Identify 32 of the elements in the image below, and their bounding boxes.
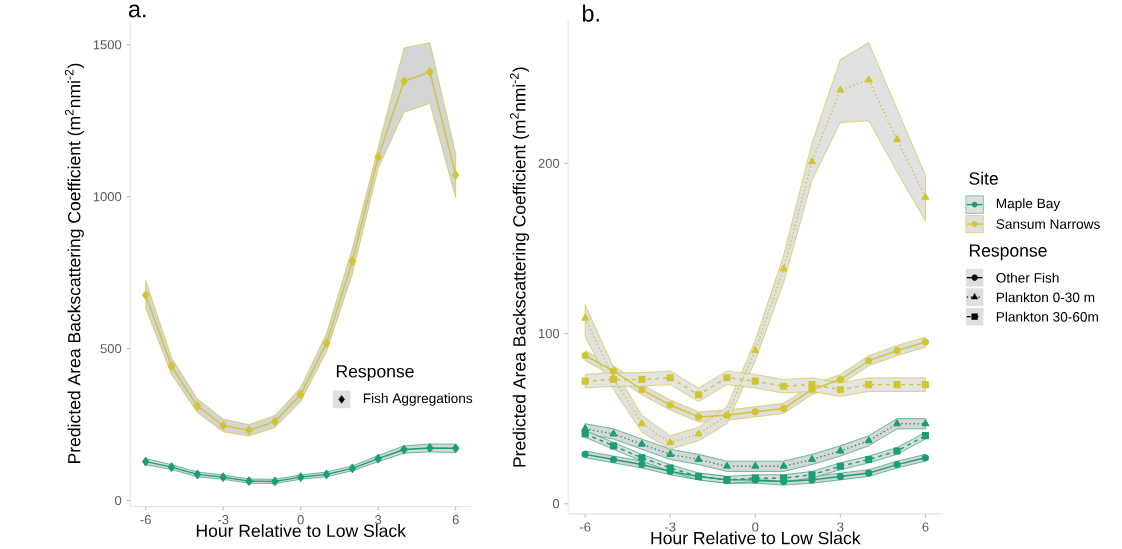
y-axis-title: Predicted Area Backscattering Coefficient (m$^{2}$nmi$^{-2}$)	[64, 63, 84, 463]
y-tick-label: 200	[538, 158, 560, 168]
text: Sansum Narrows	[996, 219, 1100, 229]
x-tick-label: 6	[922, 522, 929, 532]
x-tick-label: 3	[375, 514, 382, 525]
x-axis-title: Hour Relative to Low Slack	[196, 523, 406, 537]
x-axis-title: Hour Relative to Low Slack	[651, 531, 861, 545]
x-tick-label: 3	[837, 522, 844, 532]
x-tick-label: -3	[218, 514, 229, 525]
x-tick-label: -3	[665, 522, 676, 532]
y-tick-label: 100	[538, 328, 560, 338]
text: Plankton 0-30 m	[996, 291, 1095, 302]
text: Maple Bay	[996, 198, 1061, 211]
y-axis-title: Predicted Area Backscattering Coefficient (m$^{2}$nmi$^{-2}$)	[510, 67, 530, 467]
y-tick-label: 500	[100, 343, 122, 353]
x-tick-label: 0	[752, 522, 759, 532]
text: Other Fish	[996, 272, 1059, 283]
legend-title: Response	[336, 365, 414, 381]
chart-title: a.	[128, 4, 146, 18]
x-tick-label: -6	[140, 514, 151, 525]
legend-title: Site	[969, 171, 998, 185]
y-tick-label: 1500	[93, 39, 122, 50]
y-tick-label: 1000	[93, 191, 122, 202]
y-tick-label: 0	[552, 498, 560, 509]
text: Response	[969, 244, 1047, 260]
x-tick-label: 0	[297, 514, 304, 525]
y-tick-label: 0	[115, 495, 122, 505]
x-tick-label: 6	[452, 514, 459, 525]
chart-title: b.	[583, 4, 599, 22]
text: Plankton 30-60m	[996, 311, 1098, 322]
x-tick-label: -6	[579, 522, 591, 532]
annotation: Fish Aggregations	[363, 392, 473, 406]
